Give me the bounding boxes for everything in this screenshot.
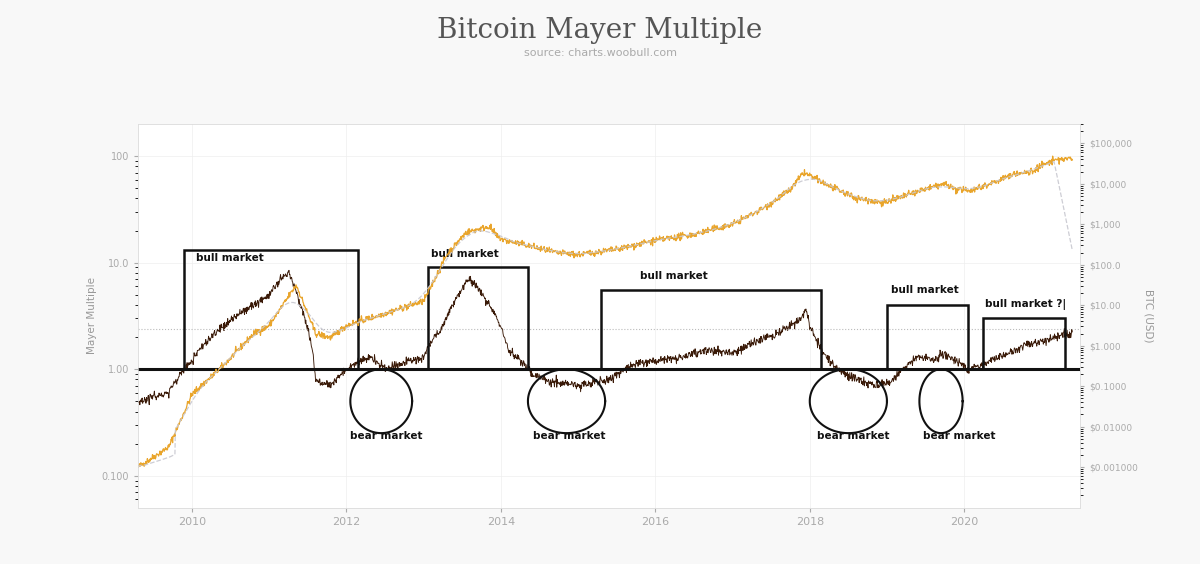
Bar — [427, 267, 528, 369]
Y-axis label: Mayer Multiple: Mayer Multiple — [88, 277, 97, 354]
Text: bear market: bear market — [350, 431, 422, 441]
Text: source: charts.woobull.com: source: charts.woobull.com — [523, 48, 677, 58]
Text: bear market: bear market — [923, 431, 996, 441]
Bar — [887, 305, 968, 369]
Bar — [984, 318, 1064, 369]
Text: bull market ?|: bull market ?| — [985, 299, 1067, 310]
Text: bull market: bull market — [640, 271, 708, 281]
Y-axis label: BTC (USD): BTC (USD) — [1144, 289, 1153, 342]
Legend: Mayer Multiple, BTC Price, 200 day avg: Mayer Multiple, BTC Price, 200 day avg — [428, 560, 790, 564]
Bar — [601, 290, 821, 369]
Text: Bitcoin Mayer Multiple: Bitcoin Mayer Multiple — [437, 17, 763, 44]
Text: bear market: bear market — [817, 431, 890, 441]
Text: bull market: bull market — [196, 253, 264, 263]
Text: bear market: bear market — [533, 431, 606, 441]
Bar — [185, 250, 358, 369]
Text: bull market: bull market — [432, 249, 499, 259]
Text: bull market: bull market — [890, 285, 959, 295]
